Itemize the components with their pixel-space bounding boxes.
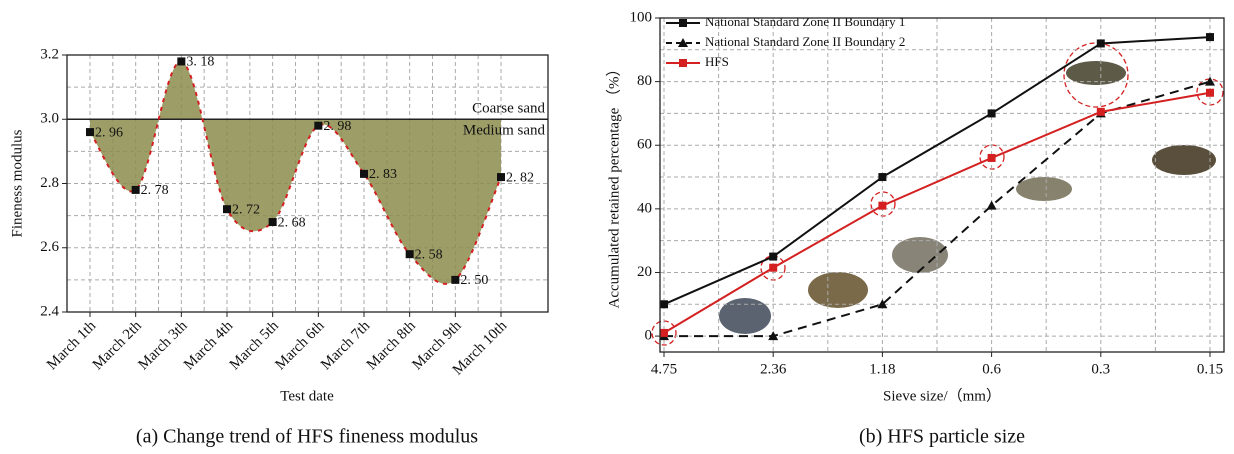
particle-photo xyxy=(892,237,948,273)
x-tick-label: 1.18 xyxy=(869,361,895,377)
data-label: 2. 78 xyxy=(141,183,169,198)
y-tick-label: 2.4 xyxy=(40,303,59,319)
marker xyxy=(1206,88,1214,97)
reference-label: Coarse sand xyxy=(472,101,545,117)
x-axis-label: Sieve size/（mm） xyxy=(883,387,1001,404)
x-tick-label: March 7th xyxy=(318,318,374,374)
x-tick-label: 0.3 xyxy=(1091,361,1110,377)
legend-label: HFS xyxy=(705,54,729,69)
particle-photo xyxy=(1152,145,1216,175)
marker xyxy=(769,252,778,261)
marker xyxy=(769,263,778,272)
marker xyxy=(679,59,687,67)
chart: 0 20 40 60 80 100 4.75 2.36 1.18 0.6 0.3 0.15 Sieve … xyxy=(605,9,1225,448)
x-tick-label: March 6th xyxy=(272,318,328,374)
marker xyxy=(768,331,779,341)
marker xyxy=(405,250,414,259)
marker xyxy=(987,109,996,118)
y-tick-label: 20 xyxy=(637,264,652,280)
y-axis-label: Fineness modulus xyxy=(9,129,25,237)
highlight-circle xyxy=(1063,42,1129,108)
y-tick-label: 2.6 xyxy=(40,239,59,255)
particle-photo xyxy=(1016,177,1072,201)
legend-label: National Standard Zone II Boundary 2 xyxy=(705,34,905,49)
series-line xyxy=(663,36,1211,306)
marker xyxy=(1206,33,1214,42)
legend-label: National Standard Zone II Boundary 1 xyxy=(705,14,905,29)
marker xyxy=(660,300,668,309)
x-tick-label: 4.75 xyxy=(651,361,677,377)
marker xyxy=(1205,76,1215,86)
marker xyxy=(678,38,688,47)
x-tick-label: March 4th xyxy=(181,318,237,374)
x-tick-label: March 5th xyxy=(227,318,283,374)
marker xyxy=(223,205,231,214)
caption: (a) Change trend of HFS fineness modulus xyxy=(136,426,478,448)
curve xyxy=(89,60,502,285)
marker xyxy=(86,128,94,137)
marker xyxy=(1096,39,1105,48)
data-label: 2. 58 xyxy=(415,247,443,262)
y-tick-label: 40 xyxy=(637,200,652,216)
marker xyxy=(877,299,888,309)
y-tick-label: 60 xyxy=(637,137,652,153)
x-axis-label: Test date xyxy=(280,388,334,404)
y-tick-label: 2.8 xyxy=(40,175,59,191)
marker xyxy=(878,173,887,182)
x-tick-label: March 3th xyxy=(135,318,191,374)
particle-photos xyxy=(651,42,1224,346)
particle-photo xyxy=(808,272,868,308)
y-tick-label: 80 xyxy=(637,73,652,89)
y-tick-label: 3.0 xyxy=(40,111,59,127)
plot-frame xyxy=(659,17,1225,353)
x-tick-label: 0.6 xyxy=(982,361,1001,377)
data-label: 2. 50 xyxy=(460,273,488,288)
data-label: 2. 68 xyxy=(278,215,306,230)
marker xyxy=(497,173,505,182)
x-tick-label: March 8th xyxy=(364,318,420,374)
particle-photo xyxy=(1066,61,1126,85)
x-tick-label: 0.15 xyxy=(1197,361,1223,377)
x-tick-label: March 1th xyxy=(44,318,100,374)
marker xyxy=(1096,107,1105,116)
marker xyxy=(268,218,277,227)
data-label: 2. 96 xyxy=(95,125,123,140)
particle-photo xyxy=(719,298,771,334)
area-fill xyxy=(90,61,501,284)
caption: (b) HFS particle size xyxy=(859,426,1025,448)
marker xyxy=(679,19,687,27)
series-line xyxy=(663,91,1211,334)
marker xyxy=(986,200,997,210)
marker xyxy=(360,169,368,178)
y-tick-label: 0 xyxy=(645,328,653,344)
x-tick-label: March 2th xyxy=(90,318,146,374)
marker xyxy=(314,121,323,130)
highlight-circle xyxy=(870,191,896,217)
data-label: 2. 72 xyxy=(232,202,260,217)
x-tick-label: 2.36 xyxy=(760,361,787,377)
data-label: 2. 83 xyxy=(369,167,397,182)
marker xyxy=(131,185,140,194)
plot-frame xyxy=(66,54,549,313)
data-label: 2. 98 xyxy=(323,119,351,134)
data-label: 2. 82 xyxy=(506,170,534,185)
data-label: 3. 18 xyxy=(186,55,214,70)
marker xyxy=(987,153,996,162)
y-tick-label: 100 xyxy=(630,9,653,25)
marker xyxy=(177,57,186,66)
marker xyxy=(451,275,460,284)
marker xyxy=(878,201,887,210)
y-axis-label: Accumulated retained percentage （%） xyxy=(605,62,622,309)
reference-label: Medium sand xyxy=(463,123,546,139)
y-tick-label: 3.2 xyxy=(40,46,59,62)
marker xyxy=(660,328,668,337)
